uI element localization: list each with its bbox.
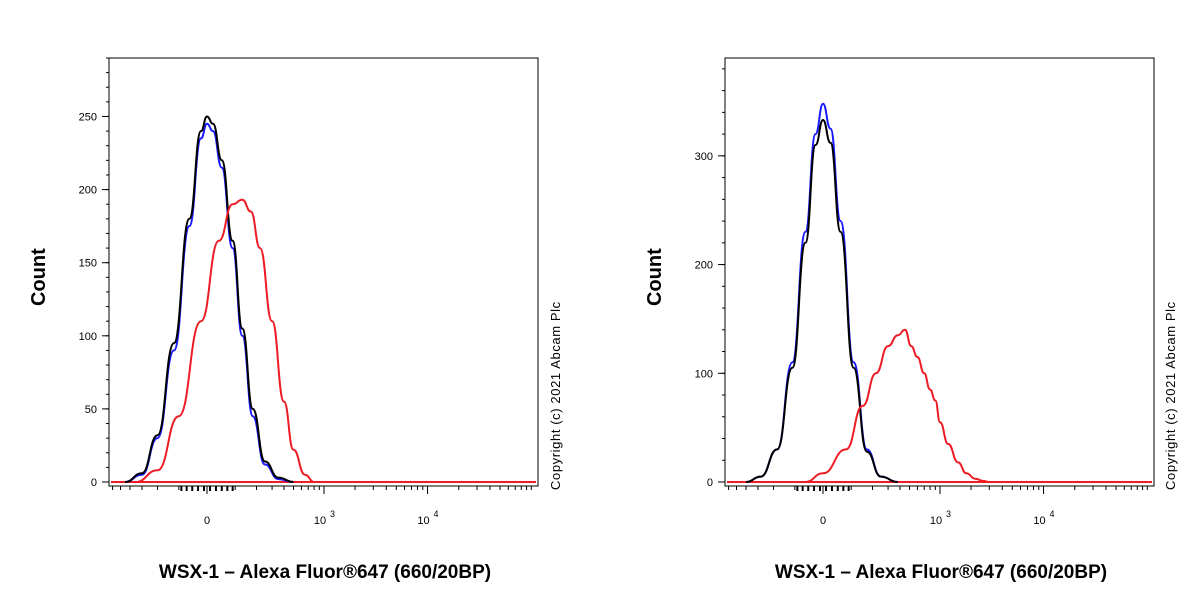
y-tick-label: 200 bbox=[695, 260, 713, 272]
y-tick-label: 100 bbox=[695, 368, 713, 380]
x-tick-exponent: 3 bbox=[330, 509, 335, 519]
y-tick-label: 100 bbox=[79, 331, 97, 343]
x-tick-label: 0 bbox=[820, 515, 826, 527]
x-tick-label: 10 bbox=[1033, 515, 1045, 527]
histogram-chart-right: 0 100 200 300 0 10 3 10 4 bbox=[695, 57, 1155, 527]
histogram-red-line bbox=[135, 198, 315, 483]
y-tick-label: 0 bbox=[91, 477, 97, 489]
histogram-red-line bbox=[805, 328, 990, 483]
x-tick-label: 10 bbox=[314, 515, 326, 527]
x-tick-label: 0 bbox=[204, 515, 210, 527]
copyright-text: Copyright (c) 2021 Abcam Plc bbox=[1163, 301, 1178, 490]
y-tick-label: 200 bbox=[79, 185, 97, 197]
y-tick-label: 250 bbox=[79, 111, 97, 123]
x-tick-exponent: 3 bbox=[946, 509, 951, 519]
y-tick-label: 150 bbox=[79, 258, 97, 270]
x-axis-label: WSX-1 – Alexa Fluor®647 (660/20BP) bbox=[774, 562, 1108, 583]
x-tick-label: 10 bbox=[930, 515, 942, 527]
y-axis-label: Count bbox=[644, 248, 666, 306]
y-axis-label: Count bbox=[28, 248, 50, 306]
histogram-black-line bbox=[124, 115, 294, 483]
x-axis-label: WSX-1 – Alexa Fluor®647 (660/20BP) bbox=[158, 562, 492, 583]
x-tick-label: 10 bbox=[417, 515, 429, 527]
histogram-chart-left: 0 50 100 150 200 250 0 10 3 10 4 bbox=[79, 57, 539, 527]
y-tick-label: 50 bbox=[85, 404, 97, 416]
histogram-panel-right: 0 100 200 300 0 10 3 10 4 Count Copyright (c) 20… bbox=[600, 0, 1200, 600]
x-tick-exponent: 4 bbox=[1050, 509, 1055, 519]
y-tick-label: 0 bbox=[707, 477, 713, 489]
copyright-text: Copyright (c) 2021 Abcam Plc bbox=[548, 301, 563, 490]
histogram-black-line bbox=[745, 119, 898, 483]
histogram-blue-line bbox=[745, 102, 898, 483]
y-tick-label: 300 bbox=[695, 151, 713, 163]
histogram-panel-left: 0 50 100 150 200 250 0 10 3 10 4 Count Copyright (… bbox=[28, 57, 563, 583]
x-tick-exponent: 4 bbox=[434, 509, 439, 519]
